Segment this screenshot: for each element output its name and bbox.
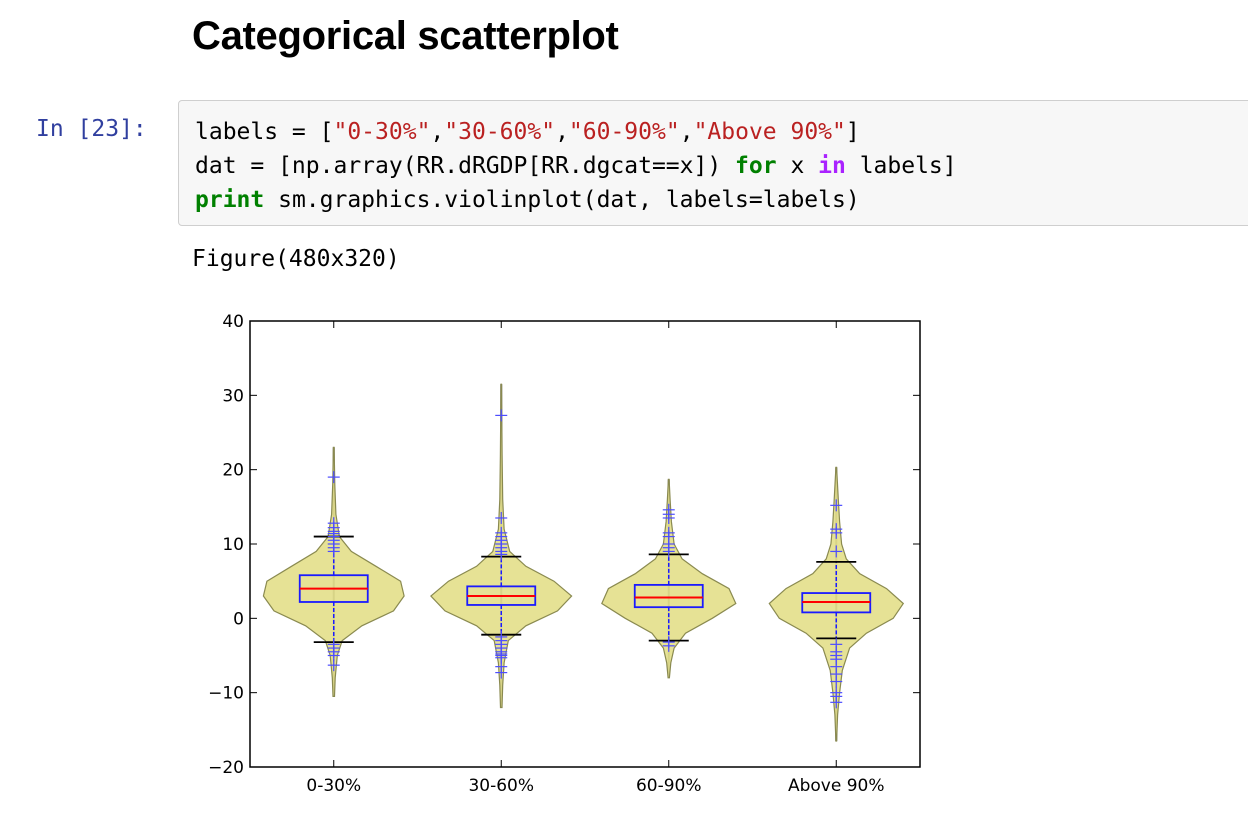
code-line-1: labels = ["0-30%","30-60%","60-90%","Abo…: [195, 119, 860, 145]
input-prompt: In [23]:: [36, 116, 147, 142]
code-token: dat = [np.array(RR.dRGDP[RR.dgcat==x]): [195, 153, 736, 179]
y-tick-label: 10: [222, 535, 244, 555]
code-token: x: [776, 153, 819, 179]
code-cell[interactable]: labels = ["0-30%","30-60%","60-90%","Abo…: [178, 100, 1248, 226]
y-tick-label: 20: [222, 461, 244, 481]
quartile-box: [633, 583, 704, 609]
keyword-token: print: [195, 187, 265, 213]
code-token: ,: [430, 119, 445, 145]
keyword-token: for: [735, 153, 777, 179]
keyword-token: in: [818, 153, 846, 179]
code-token: ,: [679, 119, 694, 145]
string-token: "0-30%": [333, 119, 431, 145]
x-tick-label: Above 90%: [788, 776, 885, 796]
notebook-heading: Categorical scatterplot: [192, 14, 619, 58]
code-line-3: print sm.graphics.violinplot(dat, labels…: [195, 187, 860, 213]
x-tick-label: 30-60%: [468, 776, 534, 796]
y-tick-label: −20: [208, 758, 244, 778]
y-tick-label: 40: [222, 312, 244, 332]
code-editor[interactable]: labels = ["0-30%","30-60%","60-90%","Abo…: [195, 115, 957, 217]
cell-output-text: Figure(480x320): [192, 246, 400, 272]
code-token: ,: [555, 119, 569, 145]
code-token: labels]: [845, 153, 957, 179]
violin-body: [768, 466, 905, 742]
code-token: sm.graphics.violinplot(dat, labels=label…: [264, 187, 860, 213]
code-token: labels = [: [195, 119, 334, 145]
code-token: ]: [845, 119, 860, 145]
code-line-2: dat = [np.array(RR.dRGDP[RR.dgcat==x]) f…: [195, 153, 957, 179]
plot-frame: [249, 320, 921, 768]
y-tick-label: 30: [222, 386, 244, 406]
string-token: "60-90%": [568, 119, 680, 145]
y-tick-label: 0: [233, 609, 244, 629]
string-token: "30-60%": [444, 119, 556, 145]
violin-plot: −20 −10 0 10 20 30 40 0-30% 30-60% 60-90% Above 90…: [208, 312, 921, 796]
string-token: "Above 90%": [693, 119, 846, 145]
x-tick-label: 0-30%: [306, 776, 361, 796]
y-tick-label: −10: [208, 684, 244, 704]
x-tick-label: 60-90%: [636, 776, 702, 796]
